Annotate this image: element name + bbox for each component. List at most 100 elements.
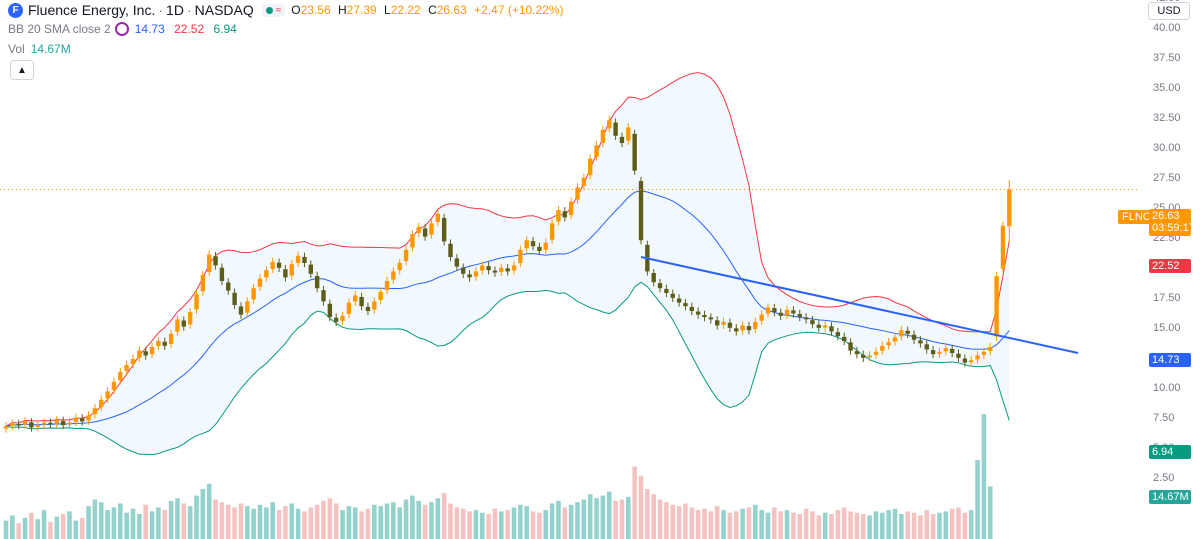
market-status-badge[interactable]: ≈ <box>261 3 286 17</box>
candle-body <box>194 294 199 310</box>
candle-body <box>626 127 631 141</box>
volume-bar <box>168 500 174 539</box>
volume-bar <box>200 489 206 539</box>
candle-body <box>473 271 479 277</box>
countdown-value: 03:59:17 <box>1152 222 1195 234</box>
candle-body <box>35 425 40 428</box>
collapse-legend-button[interactable]: ▲ <box>10 60 34 80</box>
volume-bar <box>149 511 155 539</box>
candle-body <box>429 223 434 235</box>
volume-bar <box>225 504 231 539</box>
volume-bar <box>727 512 733 539</box>
candle-body <box>962 358 968 363</box>
volume-bar <box>118 503 123 539</box>
bb-basis-badge: 14.73 <box>1149 353 1191 367</box>
candle-body <box>365 306 371 311</box>
candle-body <box>219 267 225 281</box>
volume-bar <box>543 510 549 539</box>
volume-bar <box>587 494 593 539</box>
volume-bar <box>3 520 9 539</box>
price-tick-label: 30.00 <box>1153 142 1181 154</box>
high-label: H <box>337 3 347 17</box>
volume-bar <box>232 507 237 539</box>
volume-bar <box>403 499 409 539</box>
volume-bar <box>251 508 256 539</box>
volume-bar <box>708 511 714 539</box>
volume-bar <box>594 498 599 539</box>
volume-bar <box>295 508 301 539</box>
volume-bar <box>86 506 91 539</box>
close-value: 26.63 <box>436 3 467 17</box>
volume-bar <box>441 492 447 539</box>
bb-basis-value: 14.73 <box>134 22 165 36</box>
candle-body <box>581 177 587 186</box>
candle-body <box>518 249 523 264</box>
volume-bar <box>130 508 136 539</box>
trendline[interactable] <box>640 256 1079 354</box>
candle-body <box>594 145 599 157</box>
last-price-value: 26.63 <box>1152 210 1180 222</box>
volume-bar <box>283 506 288 539</box>
candle-body <box>251 288 256 300</box>
candle-body <box>86 415 91 421</box>
currency-button[interactable]: USD <box>1148 2 1190 20</box>
candle-body <box>492 270 498 273</box>
volume-bar <box>746 507 752 539</box>
volume-bar <box>556 500 561 539</box>
candle-body <box>168 333 174 344</box>
candle-body <box>289 264 294 276</box>
volume-bar <box>937 512 942 539</box>
volume-bar <box>257 504 263 539</box>
volume-bar <box>702 508 707 539</box>
interval[interactable]: 1D <box>166 2 184 18</box>
bb-label[interactable]: BB 20 SMA close 2 <box>8 22 111 36</box>
sync-icon[interactable] <box>114 22 129 36</box>
volume-bar <box>391 502 396 539</box>
candle-body <box>530 241 536 247</box>
candle-body <box>200 275 206 292</box>
candle-body <box>505 268 510 272</box>
candle-body <box>162 341 167 346</box>
volume-bar <box>867 515 872 539</box>
candle-body <box>543 242 548 250</box>
candle-body <box>257 278 263 287</box>
bb-basis-line <box>5 190 1010 427</box>
vol-label[interactable]: Vol <box>8 42 25 56</box>
volume-bar <box>733 511 739 539</box>
volume-bar <box>632 466 637 539</box>
volume-legend[interactable]: Vol 14.67M <box>8 42 71 56</box>
symbol-legend[interactable]: F Fluence Energy, Inc. · 1D · NASDAQ ≈ O… <box>8 2 568 18</box>
volume-bar <box>784 510 790 539</box>
candle-body <box>48 422 53 425</box>
symbol-name[interactable]: Fluence Energy, Inc. <box>28 2 156 18</box>
candle-body <box>416 227 421 234</box>
volume-bar <box>505 510 510 539</box>
volume-bar <box>740 508 745 539</box>
candle-body <box>92 408 98 415</box>
candle-body <box>854 351 860 355</box>
volume-bar <box>454 507 460 539</box>
low-label: L <box>384 3 391 17</box>
volume-bar <box>67 511 72 539</box>
candle-body <box>816 324 821 328</box>
bb-lower-value: 6.94 <box>213 22 237 36</box>
volume-bar <box>460 508 466 539</box>
candle-body <box>16 423 21 426</box>
candle-body <box>822 325 828 328</box>
volume-bar <box>626 496 631 539</box>
candle-body <box>778 312 783 316</box>
candle-body <box>975 355 980 360</box>
candle-body <box>549 223 555 240</box>
volume-bar <box>987 486 993 539</box>
candle-body <box>772 308 777 313</box>
exchange: NASDAQ <box>194 2 254 18</box>
candle-body <box>575 187 580 200</box>
bb-upper-badge: 22.52 <box>1149 259 1191 273</box>
candle-body <box>391 271 396 280</box>
open-label: O <box>291 3 301 17</box>
high-value: 27.39 <box>346 3 377 17</box>
volume-bar <box>384 503 390 539</box>
volume-bar <box>759 510 764 539</box>
bb-legend[interactable]: BB 20 SMA close 2 14.73 22.52 6.94 <box>8 22 243 36</box>
